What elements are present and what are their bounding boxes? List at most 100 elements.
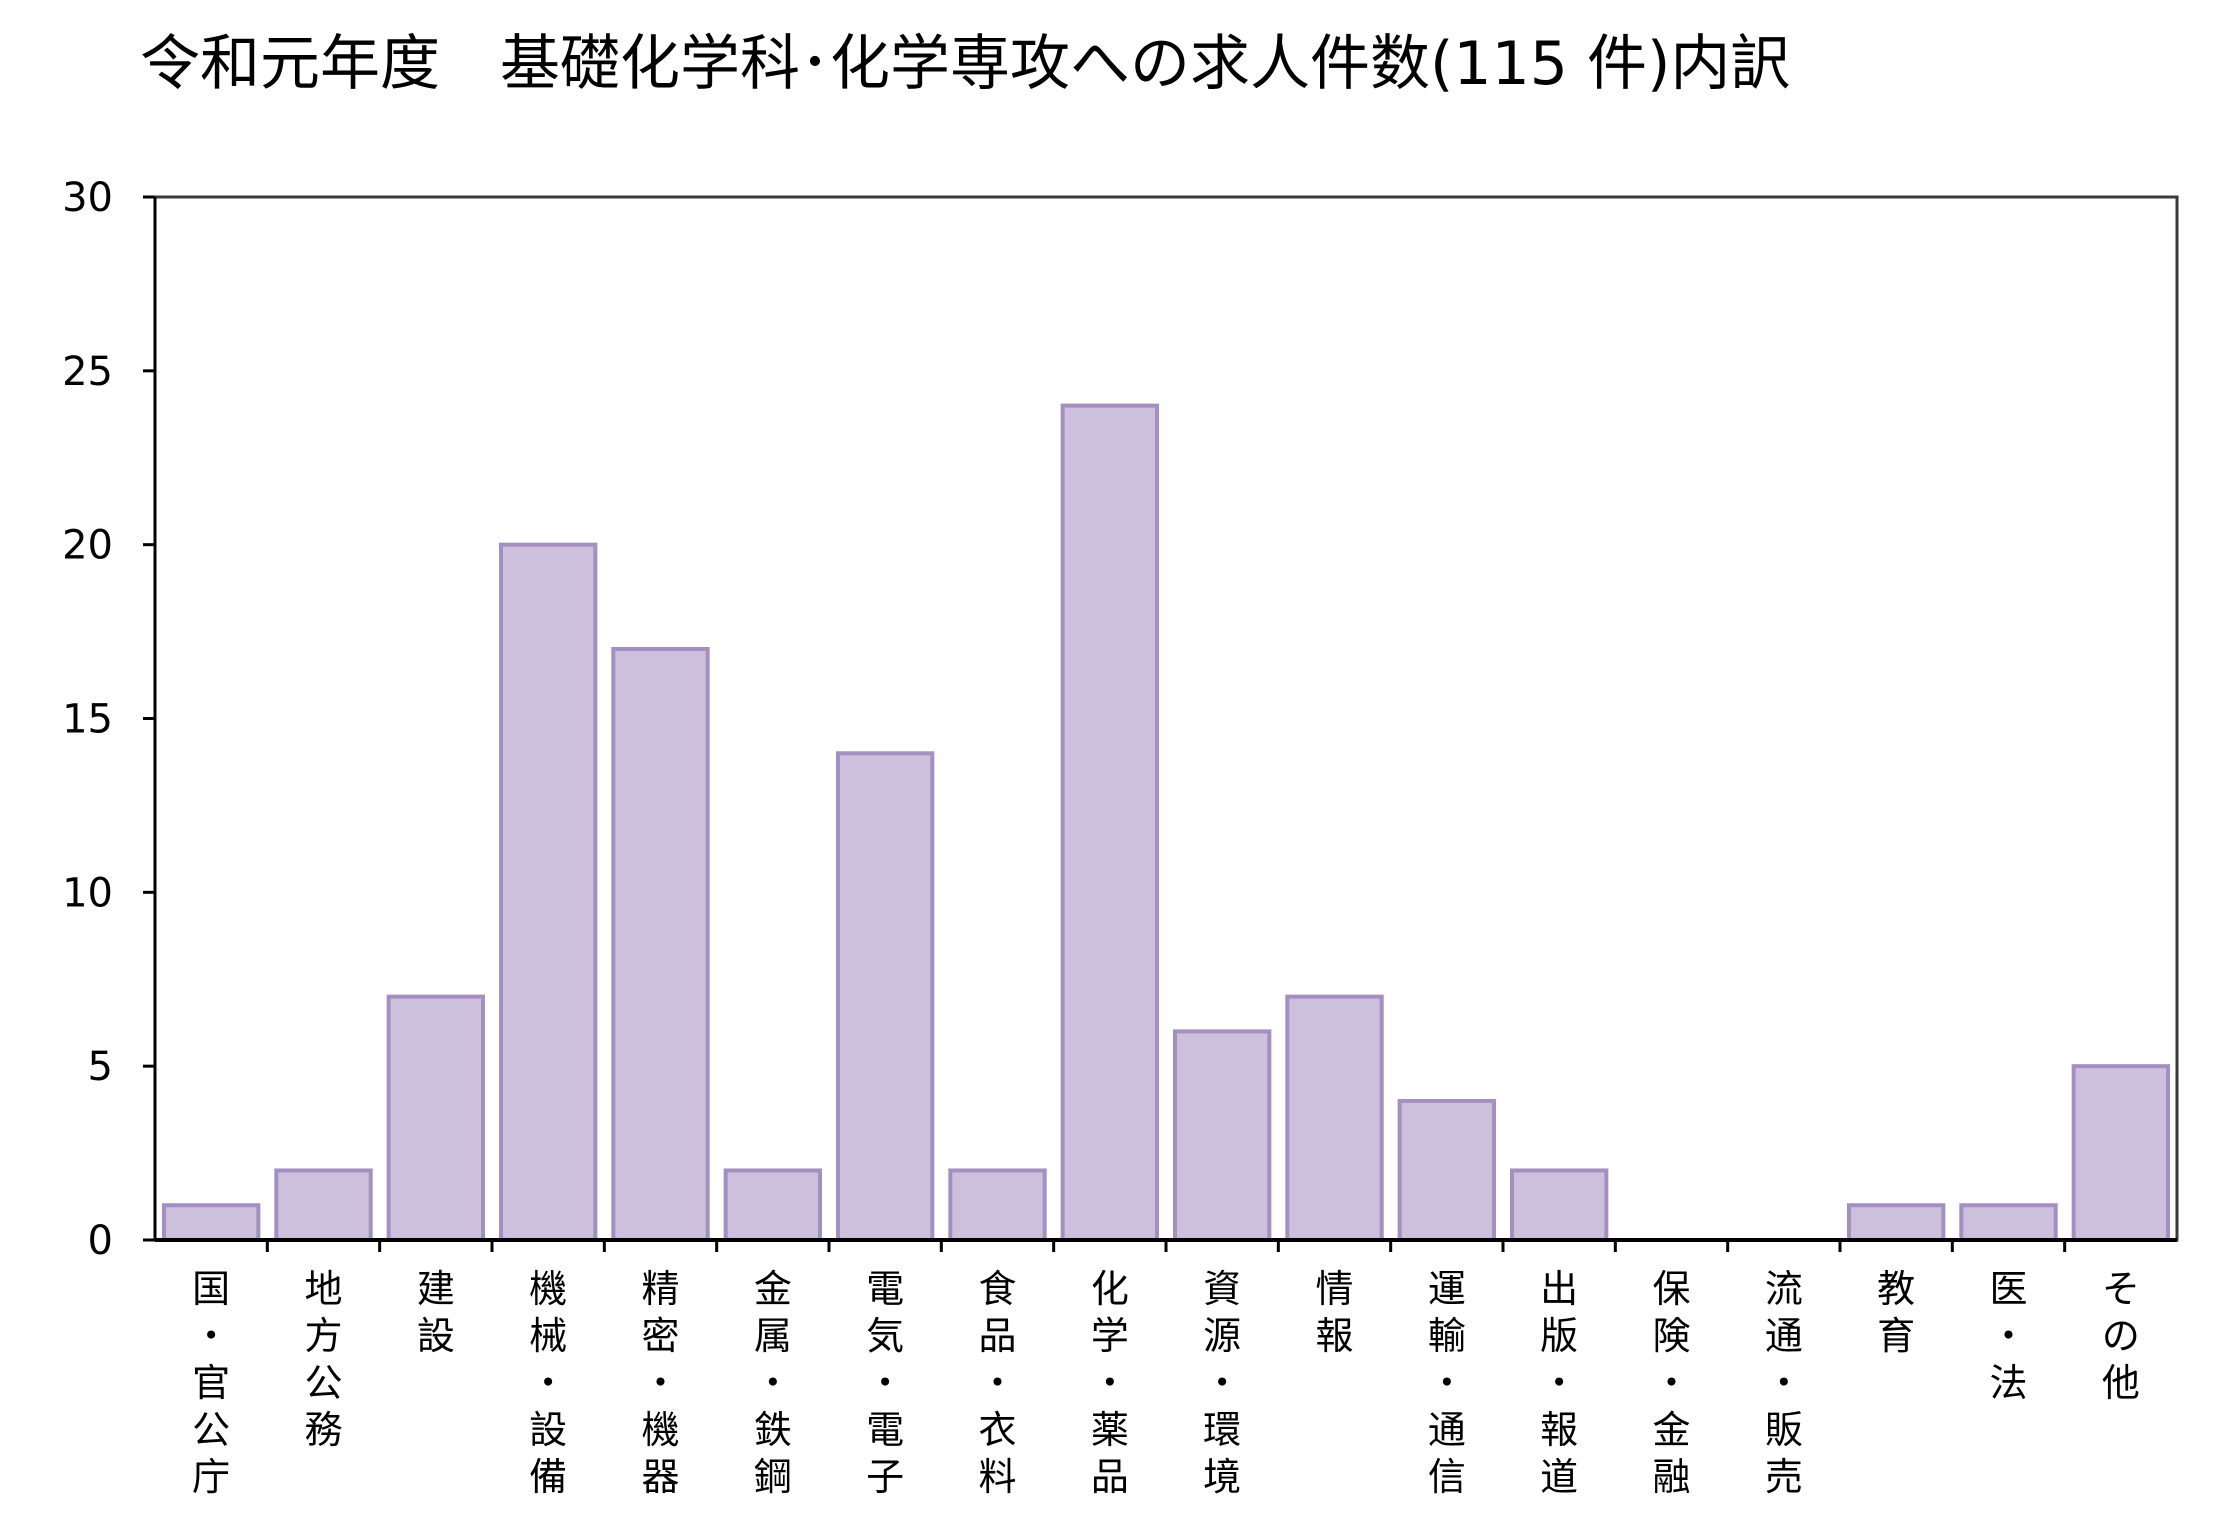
x-tick-label-char: 精 xyxy=(641,1267,679,1311)
x-tick-label-char: 金 xyxy=(754,1267,792,1311)
x-tick-label-char: 気 xyxy=(866,1314,904,1358)
x-tick-label-char: ・ xyxy=(1540,1361,1578,1405)
x-axis: 国・官公庁地方公務建設機械・設備精密・機器金属・鉄鋼電気・電子食品・衣料化学・薬… xyxy=(155,1238,2177,1499)
x-tick-label-char: 源 xyxy=(1203,1314,1241,1358)
x-tick-label: 情報 xyxy=(1315,1267,1353,1358)
x-tick-label-char: 鉄 xyxy=(754,1408,792,1452)
x-tick-label-char: 備 xyxy=(529,1455,567,1499)
x-tick-label: 化学・薬品 xyxy=(1091,1267,1129,1499)
bar xyxy=(1397,1098,1497,1243)
x-tick-label-char: 報 xyxy=(1540,1408,1578,1452)
bar xyxy=(1172,1029,1272,1243)
x-tick-label-char: の xyxy=(2102,1314,2140,1358)
x-tick-label-char: 方 xyxy=(304,1314,342,1358)
x-tick-label-char: 械 xyxy=(529,1314,567,1358)
bar xyxy=(835,751,935,1242)
x-tick-label-char: 品 xyxy=(1091,1455,1129,1499)
x-tick-label-char: 出 xyxy=(1540,1267,1578,1311)
x-tick-label-char: 公 xyxy=(192,1408,230,1452)
x-tick-label-char: 国 xyxy=(192,1267,230,1311)
y-tick-label: 25 xyxy=(62,349,113,395)
bar xyxy=(1846,1203,1946,1242)
x-tick-label: その他 xyxy=(2102,1267,2140,1405)
x-tick-label-char: 官 xyxy=(192,1361,230,1405)
x-tick-label-char: 子 xyxy=(866,1455,904,1499)
x-tick-label-char: 道 xyxy=(1540,1455,1578,1499)
y-tick-label: 10 xyxy=(62,870,113,916)
x-tick-label-char: ・ xyxy=(978,1361,1016,1405)
x-tick-label-char: 品 xyxy=(978,1314,1016,1358)
x-tick-label-char: 育 xyxy=(1877,1314,1915,1358)
x-tick-label-char: 教 xyxy=(1877,1267,1915,1311)
x-tick-label: 電気・電子 xyxy=(866,1267,904,1499)
x-tick-label: 金属・鉄鋼 xyxy=(754,1267,792,1499)
bars xyxy=(161,403,2171,1243)
bar xyxy=(723,1168,823,1243)
x-tick-label-char: 医 xyxy=(1989,1267,2027,1311)
x-tick-label-char: 運 xyxy=(1428,1267,1466,1311)
x-tick-label-char: 他 xyxy=(2102,1361,2140,1405)
x-tick-label-char: そ xyxy=(2102,1267,2140,1311)
x-tick-label-char: 保 xyxy=(1652,1267,1690,1311)
x-tick-label-char: 器 xyxy=(641,1455,679,1499)
x-tick-label-char: 機 xyxy=(641,1408,679,1452)
x-tick-label: 出版・報道 xyxy=(1540,1267,1578,1499)
x-tick-label-char: ・ xyxy=(866,1361,904,1405)
x-tick-label-char: 通 xyxy=(1765,1314,1803,1358)
x-tick-label: 建設 xyxy=(417,1267,455,1358)
y-axis: 0 5 10 15 20 25 30 xyxy=(62,175,157,1264)
y-tick-label: 15 xyxy=(62,697,113,743)
x-tick-label: 医・法 xyxy=(1989,1267,2027,1405)
x-tick-label-char: 信 xyxy=(1428,1455,1466,1499)
bar xyxy=(274,1168,373,1243)
x-tick-label-char: 衣 xyxy=(978,1408,1016,1452)
x-tick-label-char: 機 xyxy=(529,1267,567,1311)
y-tick-label: 5 xyxy=(88,1044,113,1090)
x-tick-label-char: 版 xyxy=(1540,1314,1578,1358)
x-tick-label: 流通・販売 xyxy=(1765,1267,1803,1499)
x-tick-label-char: 地 xyxy=(304,1267,342,1311)
x-tick-label: 資源・環境 xyxy=(1203,1267,1241,1499)
x-tick-label-char: 密 xyxy=(641,1314,679,1358)
bar xyxy=(1509,1168,1609,1243)
x-tick-label-char: 輸 xyxy=(1428,1314,1466,1358)
y-tick-label: 20 xyxy=(62,523,113,569)
x-tick-label-char: ・ xyxy=(1989,1314,2027,1358)
x-tick-label-char: 電 xyxy=(866,1408,904,1452)
bar xyxy=(1060,403,1160,1243)
bar xyxy=(498,542,598,1242)
x-tick-label-char: ・ xyxy=(1091,1361,1129,1405)
x-tick-label-char: 資 xyxy=(1203,1267,1241,1311)
bar xyxy=(611,646,710,1242)
x-tick-label-char: 公 xyxy=(304,1361,342,1405)
x-tick-label-char: 情 xyxy=(1315,1267,1353,1311)
bar xyxy=(948,1168,1047,1243)
x-tick-label: 精密・機器 xyxy=(641,1267,679,1499)
x-tick-label-char: 環 xyxy=(1203,1408,1241,1452)
x-tick-label: 教育 xyxy=(1877,1267,1915,1358)
bar xyxy=(386,994,486,1243)
x-tick-label-char: ・ xyxy=(1652,1361,1690,1405)
y-tick-label: 0 xyxy=(88,1218,113,1264)
x-tick-label-char: ・ xyxy=(1428,1361,1466,1405)
x-tick-label-char: 庁 xyxy=(192,1455,230,1499)
bar xyxy=(161,1203,261,1242)
x-tick-label-char: 設 xyxy=(529,1408,567,1452)
x-tick-label: 保険・金融 xyxy=(1652,1267,1690,1499)
x-tick-label: 運輸・通信 xyxy=(1428,1267,1466,1499)
x-tick-label: 機械・設備 xyxy=(529,1267,567,1499)
x-tick-label-char: 販 xyxy=(1765,1408,1803,1452)
x-tick-label-char: 務 xyxy=(304,1408,342,1452)
x-tick-label-char: 食 xyxy=(978,1267,1016,1311)
x-tick-label-char: 報 xyxy=(1315,1314,1353,1358)
x-tick-label-char: ・ xyxy=(641,1361,679,1405)
x-tick-label-char: 薬 xyxy=(1091,1408,1129,1452)
x-tick-label-char: 属 xyxy=(754,1314,792,1358)
x-tick-label-char: ・ xyxy=(1765,1361,1803,1405)
x-tick-label-char: 鋼 xyxy=(754,1455,792,1499)
x-tick-label-char: 法 xyxy=(1989,1361,2027,1405)
x-tick-label-char: ・ xyxy=(192,1314,230,1358)
x-tick-label-char: 流 xyxy=(1765,1267,1803,1311)
x-tick-label-char: 融 xyxy=(1652,1455,1690,1499)
